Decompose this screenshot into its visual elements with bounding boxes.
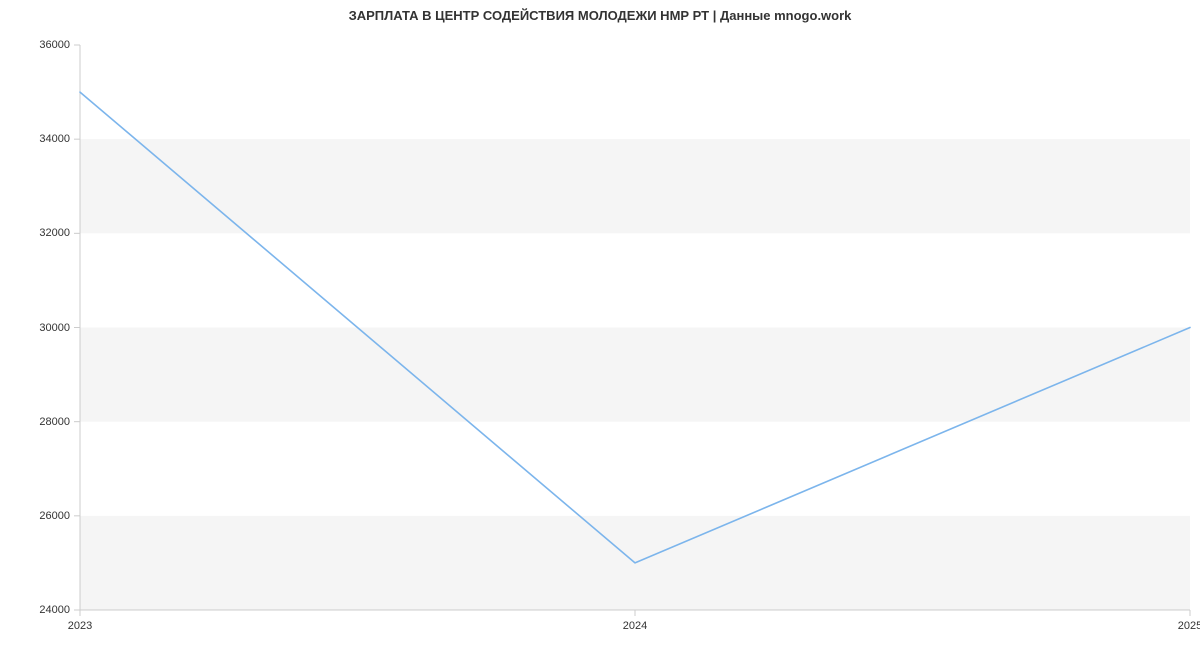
chart-container: ЗАРПЛАТА В ЦЕНТР СОДЕЙСТВИЯ МОЛОДЕЖИ НМР…	[0, 0, 1200, 650]
y-tick-label: 26000	[0, 510, 70, 522]
chart-svg	[0, 0, 1200, 650]
x-tick-label: 2025	[1178, 620, 1200, 632]
y-tick-label: 28000	[0, 416, 70, 428]
y-tick-label: 24000	[0, 604, 70, 616]
x-tick-label: 2023	[68, 620, 92, 632]
y-tick-label: 32000	[0, 227, 70, 239]
y-tick-label: 34000	[0, 133, 70, 145]
y-tick-label: 36000	[0, 39, 70, 51]
x-tick-label: 2024	[623, 620, 647, 632]
y-tick-label: 30000	[0, 322, 70, 334]
